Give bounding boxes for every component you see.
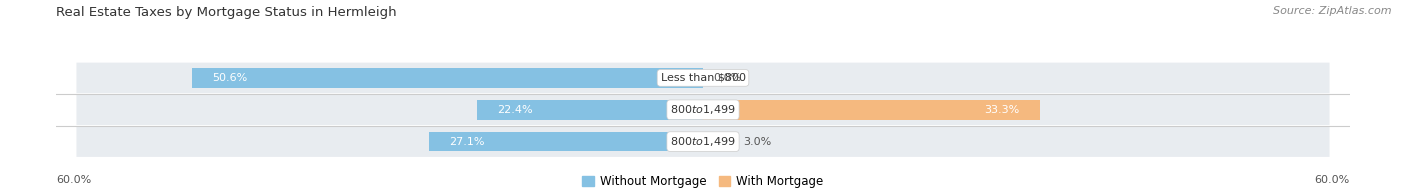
Bar xyxy=(703,100,1039,120)
Text: 3.0%: 3.0% xyxy=(744,137,772,147)
FancyBboxPatch shape xyxy=(76,126,1330,157)
FancyBboxPatch shape xyxy=(76,63,1330,93)
Bar xyxy=(477,100,703,120)
Text: 0.0%: 0.0% xyxy=(713,73,741,83)
Text: Less than $800: Less than $800 xyxy=(661,73,745,83)
Text: 33.3%: 33.3% xyxy=(984,105,1019,115)
Text: 27.1%: 27.1% xyxy=(450,137,485,147)
FancyBboxPatch shape xyxy=(76,94,1330,125)
Text: 60.0%: 60.0% xyxy=(56,175,91,185)
Legend: Without Mortgage, With Mortgage: Without Mortgage, With Mortgage xyxy=(582,175,824,188)
Bar xyxy=(191,68,703,88)
Text: 60.0%: 60.0% xyxy=(1315,175,1350,185)
Text: $800 to $1,499: $800 to $1,499 xyxy=(671,135,735,148)
Text: 22.4%: 22.4% xyxy=(496,105,533,115)
Text: $800 to $1,499: $800 to $1,499 xyxy=(671,103,735,116)
Text: Source: ZipAtlas.com: Source: ZipAtlas.com xyxy=(1274,6,1392,16)
Bar xyxy=(703,132,734,152)
Text: 50.6%: 50.6% xyxy=(212,73,247,83)
Text: Real Estate Taxes by Mortgage Status in Hermleigh: Real Estate Taxes by Mortgage Status in … xyxy=(56,6,396,19)
Bar xyxy=(429,132,703,152)
